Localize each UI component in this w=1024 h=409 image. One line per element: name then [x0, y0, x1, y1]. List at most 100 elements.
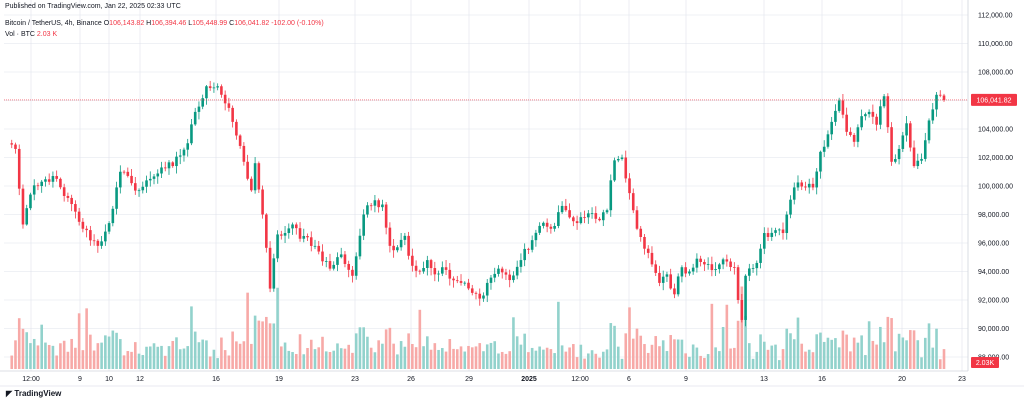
candle-body: [894, 159, 897, 162]
volume-bar: [235, 341, 238, 369]
volume-bar: [740, 286, 744, 369]
candle-body: [231, 107, 234, 122]
candle-body: [197, 106, 201, 112]
volume-bar: [354, 333, 358, 369]
candle-body: [455, 280, 459, 282]
volume-bar: [695, 347, 699, 369]
candle-body: [538, 225, 541, 233]
volume-bar: [145, 346, 148, 369]
volume-bar: [392, 343, 395, 369]
candle-body: [171, 162, 175, 167]
volume-bar: [81, 350, 85, 369]
tradingview-logo-icon: ◤: [6, 389, 13, 398]
volume-bar: [770, 345, 774, 369]
volume-bar: [777, 360, 781, 369]
candle-body: [59, 178, 62, 188]
volume-bar: [605, 349, 609, 369]
x-tick-label: 10: [105, 376, 113, 383]
volume-label[interactable]: Vol · BTC: [5, 31, 35, 38]
volume-bar: [905, 340, 908, 369]
volume-bar: [369, 347, 373, 369]
volume-bar: [208, 356, 212, 369]
candle-body: [193, 111, 197, 125]
volume-bar: [620, 358, 624, 369]
candle-body: [463, 282, 467, 284]
candle-body: [396, 247, 399, 251]
candle-body: [309, 237, 313, 246]
y-tick-label: 110,000.00: [978, 41, 1013, 48]
volume-bar: [500, 351, 504, 369]
candle-body: [815, 171, 819, 188]
volume-bar: [568, 347, 571, 369]
candle-body: [781, 229, 785, 234]
candle-body: [485, 282, 489, 296]
volume-bar: [291, 352, 294, 369]
candle-body: [321, 251, 324, 262]
volume-bar: [100, 342, 103, 369]
candle-body: [411, 255, 414, 266]
volume-bar: [396, 354, 399, 369]
volume-bar: [762, 341, 766, 369]
volume-bar: [912, 330, 916, 369]
volume-bar: [822, 341, 826, 369]
candle-body: [96, 240, 100, 246]
volume-bar: [351, 352, 354, 369]
volume-bar: [587, 353, 590, 369]
volume-bar: [560, 345, 564, 369]
x-tick-label: 16: [212, 376, 220, 383]
volume-bar: [336, 343, 339, 369]
tradingview-logo[interactable]: ◤ TradingView: [6, 389, 61, 398]
candle-body: [175, 156, 178, 167]
volume-bar: [130, 351, 133, 369]
volume-legend: Vol · BTC 2.03 K: [5, 31, 57, 38]
volume-bar: [489, 342, 493, 369]
volume-bar: [658, 346, 661, 369]
candle-body: [306, 236, 309, 238]
volume-bar: [512, 317, 515, 369]
volume-bar: [92, 350, 96, 369]
volume-bar: [272, 323, 276, 369]
candle-body: [347, 263, 351, 270]
symbol-title[interactable]: Bitcoin / TetherUS, 4h, Binance: [5, 20, 102, 27]
candle-body: [148, 178, 152, 181]
volume-bar: [598, 357, 601, 369]
candle-body: [942, 95, 946, 100]
volume-bar: [534, 350, 538, 369]
axes: 112,000.00110,000.00108,000.00106,000.00…: [0, 0, 1024, 387]
candle-body: [755, 262, 759, 269]
volume-bar: [152, 343, 156, 369]
candle-body: [190, 124, 193, 144]
candle-body: [639, 228, 643, 237]
candle-body: [223, 94, 227, 104]
candle-body: [10, 143, 14, 145]
volume-bar: [650, 344, 654, 369]
candle-body: [830, 121, 833, 135]
candle-body: [609, 180, 613, 211]
x-tick-label: 23: [351, 376, 359, 383]
candle-body: [414, 265, 418, 271]
candle-body: [935, 94, 938, 110]
high-label: H: [146, 20, 152, 27]
volume-bar: [59, 343, 62, 369]
volume-bar: [579, 344, 583, 369]
candle-body: [624, 157, 628, 179]
volume-bar: [871, 340, 875, 369]
volume-bar: [287, 350, 291, 369]
published-text: Published on TradingView.com, Jan 22, 20…: [5, 3, 181, 10]
volume-bar: [942, 349, 946, 369]
volume-bar: [897, 333, 901, 369]
volume-bar: [324, 351, 328, 369]
x-tick-label: 29: [465, 376, 473, 383]
volume-bar: [70, 338, 73, 369]
volume-bar: [403, 346, 407, 369]
candle-body: [482, 295, 485, 299]
volume-bar: [616, 346, 620, 369]
volume-bar: [107, 336, 111, 369]
volume-bar: [781, 349, 785, 369]
candle-body: [583, 217, 586, 218]
candle-body: [789, 199, 792, 215]
candle-body: [182, 149, 186, 156]
candle-body: [377, 200, 380, 208]
candle-body: [246, 161, 249, 179]
